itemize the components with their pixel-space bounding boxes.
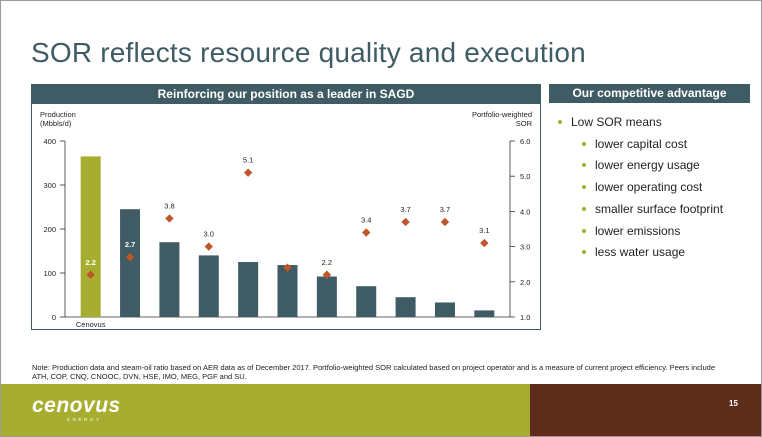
bullet-icon [582, 249, 586, 254]
production-bar [316, 276, 337, 317]
footer-brown-band [530, 384, 761, 436]
production-bar [434, 302, 455, 317]
sor-marker [125, 252, 135, 262]
slide-title: SOR reflects resource quality and execut… [31, 37, 586, 68]
x-category-label: Cenovus [76, 320, 106, 329]
advantage-point-label: smaller surface footprint [595, 202, 724, 216]
y-tick-right: 4.0 [520, 207, 530, 216]
cenovus-logo: cenovus [32, 394, 121, 417]
footer-green-band: cenovus ENERGY [1, 384, 530, 436]
sor-data-label: 2.2 [85, 258, 95, 267]
y-tick-right: 2.0 [520, 278, 530, 287]
sor-data-label: 2.4 [282, 251, 293, 260]
bullet-icon [582, 184, 586, 189]
y-axis-right-title: SOR [516, 119, 533, 128]
sor-marker [204, 242, 213, 251]
y-axis-left-title: Production [40, 110, 76, 119]
y-tick-left: 100 [43, 269, 56, 278]
footnote: Note: Production data and steam-oil rati… [32, 363, 716, 381]
advantage-point: less water usage [582, 245, 685, 259]
y-axis-left-title: (Mbbls/d) [40, 119, 72, 128]
cenovus-logo-sub: ENERGY [67, 417, 102, 422]
production-bar [159, 242, 180, 317]
sor-marker [243, 168, 253, 177]
footer-bar: cenovus ENERGY [1, 384, 761, 436]
advantage-panel-header: Our competitive advantage [549, 84, 750, 103]
production-bar [80, 156, 101, 317]
production-bar [277, 265, 298, 317]
sor-marker [165, 214, 174, 223]
advantage-point-label: lower emissions [595, 224, 681, 238]
advantage-point-label: lower energy usage [595, 158, 700, 172]
chart-panel-header: Reinforcing our position as a leader in … [32, 85, 540, 104]
y-tick-left: 200 [43, 225, 56, 234]
chart-panel: Reinforcing our position as a leader in … [31, 84, 541, 330]
sor-data-label: 3.1 [479, 226, 489, 235]
advantage-point: lower energy usage [582, 158, 700, 172]
sor-marker [322, 270, 332, 279]
y-tick-left: 300 [43, 181, 56, 190]
advantage-main-point: Low SOR means [558, 115, 662, 129]
bullet-icon [582, 141, 586, 146]
sor-data-label: 3.4 [361, 216, 371, 225]
production-bar [120, 209, 141, 317]
y-tick-left: 400 [43, 137, 56, 146]
production-bar [198, 255, 219, 317]
y-tick-right: 3.0 [520, 243, 530, 252]
sor-data-label: 2.7 [125, 240, 135, 249]
sor-data-label: 5.1 [243, 156, 253, 165]
page-number: 15 [729, 399, 738, 408]
advantage-point: smaller surface footprint [582, 202, 723, 216]
advantage-main-label: Low SOR means [571, 115, 662, 129]
sor-data-label: 3.7 [440, 205, 450, 214]
advantage-point-label: lower capital cost [595, 137, 688, 151]
sor-marker [86, 270, 95, 279]
sor-data-label: 3.8 [164, 201, 174, 210]
y-tick-right: 1.0 [520, 313, 530, 322]
sor-data-label: 3.7 [400, 205, 410, 214]
production-bar [474, 310, 495, 317]
bullet-icon [582, 206, 586, 211]
advantage-point: lower capital cost [582, 137, 687, 151]
sor-marker [440, 217, 450, 227]
sor-marker [480, 238, 489, 248]
bullet-icon [582, 162, 586, 167]
advantage-point-label: lower operating cost [595, 180, 703, 194]
advantage-point-label: less water usage [595, 245, 686, 259]
sor-data-label: 3.0 [204, 230, 214, 239]
production-bar [356, 286, 377, 317]
bullet-icon [558, 119, 562, 124]
advantage-panel: Our competitive advantage Low SOR means … [549, 84, 750, 259]
y-tick-left: 0 [52, 313, 56, 322]
y-axis-right-title: Portfolio-weighted [472, 110, 532, 119]
y-tick-right: 5.0 [520, 172, 530, 181]
sor-marker [401, 217, 410, 227]
production-sor-chart: Production(Mbbls/d) Portfolio-weightedSOR… [40, 110, 533, 329]
production-bar [395, 297, 416, 317]
production-bar [238, 262, 259, 317]
sor-data-label: 2.2 [322, 258, 332, 267]
y-tick-right: 6.0 [520, 137, 530, 146]
bullet-icon [582, 228, 586, 233]
advantage-point: lower emissions [582, 224, 680, 238]
advantage-point: lower operating cost [582, 180, 702, 194]
sor-marker [362, 228, 371, 237]
